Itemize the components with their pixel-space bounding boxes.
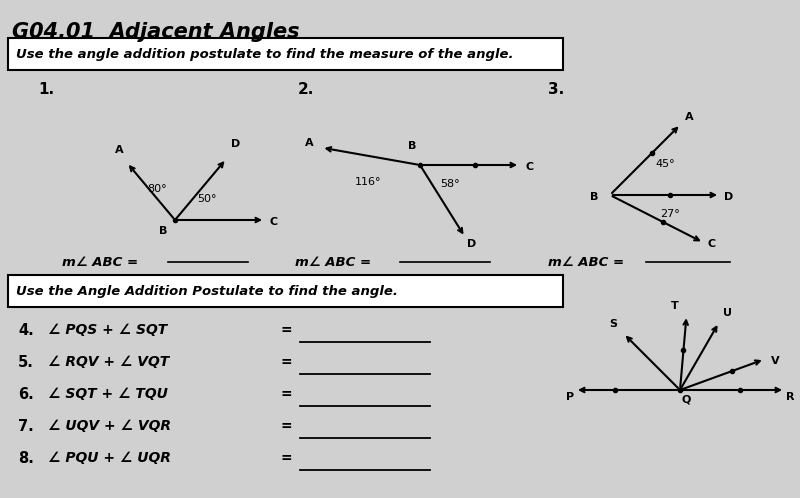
Text: 4.: 4. [18, 323, 34, 338]
Text: S: S [610, 319, 618, 330]
Text: 80°: 80° [147, 184, 167, 194]
Text: m∠ ABC =: m∠ ABC = [62, 255, 138, 268]
Text: =: = [280, 419, 292, 433]
Text: 3.: 3. [548, 82, 564, 97]
Text: =: = [280, 387, 292, 401]
Text: R: R [786, 392, 794, 402]
Text: 8.: 8. [18, 451, 34, 466]
Text: =: = [280, 323, 292, 337]
Text: A: A [114, 144, 123, 154]
Text: C: C [525, 162, 533, 172]
Text: 116°: 116° [354, 177, 382, 187]
Text: m∠ ABC =: m∠ ABC = [295, 255, 371, 268]
Text: B: B [408, 141, 416, 151]
Text: 2.: 2. [298, 82, 314, 97]
Text: C: C [707, 239, 716, 249]
Text: ∠ PQS + ∠ SQT: ∠ PQS + ∠ SQT [48, 323, 167, 337]
Text: B: B [590, 192, 598, 202]
Text: D: D [467, 239, 476, 249]
Text: T: T [670, 301, 678, 311]
Text: =: = [280, 355, 292, 369]
Text: A: A [685, 112, 694, 123]
Text: ∠ SQT + ∠ TQU: ∠ SQT + ∠ TQU [48, 387, 168, 401]
Text: ∠ RQV + ∠ VQT: ∠ RQV + ∠ VQT [48, 355, 170, 369]
Text: A: A [305, 137, 314, 147]
Text: ∠ UQV + ∠ VQR: ∠ UQV + ∠ VQR [48, 419, 171, 433]
Text: 58°: 58° [440, 179, 460, 189]
Text: C: C [270, 217, 278, 227]
Text: V: V [770, 356, 779, 366]
Text: P: P [566, 392, 574, 402]
Text: 7.: 7. [18, 418, 34, 433]
Text: Q: Q [682, 394, 690, 404]
Text: D: D [231, 139, 241, 149]
FancyBboxPatch shape [8, 38, 563, 70]
Text: G04.01  Adjacent Angles: G04.01 Adjacent Angles [12, 22, 299, 42]
Text: Use the angle addition postulate to find the measure of the angle.: Use the angle addition postulate to find… [16, 47, 514, 60]
Text: 1.: 1. [38, 82, 54, 97]
Text: 50°: 50° [197, 194, 217, 204]
Text: 45°: 45° [655, 159, 675, 169]
Text: 5.: 5. [18, 355, 34, 370]
Text: B: B [159, 226, 167, 236]
Text: ∠ PQU + ∠ UQR: ∠ PQU + ∠ UQR [48, 451, 171, 465]
Text: =: = [280, 451, 292, 465]
Text: 27°: 27° [660, 209, 680, 219]
Text: Use the Angle Addition Postulate to find the angle.: Use the Angle Addition Postulate to find… [16, 284, 398, 297]
Text: U: U [723, 308, 732, 318]
Text: 6.: 6. [18, 386, 34, 401]
Text: m∠ ABC =: m∠ ABC = [548, 255, 624, 268]
Text: D: D [724, 192, 734, 202]
FancyBboxPatch shape [8, 275, 563, 307]
